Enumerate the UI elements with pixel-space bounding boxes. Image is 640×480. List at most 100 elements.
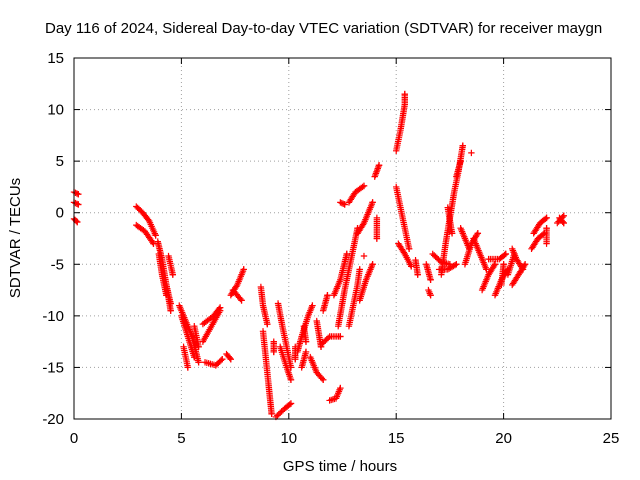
data-point	[433, 254, 441, 262]
data-point	[560, 219, 567, 227]
data-point	[319, 376, 327, 384]
data-point	[500, 261, 507, 268]
data-point	[286, 401, 293, 408]
y-tick-label: -10	[42, 308, 64, 325]
grid-lines	[74, 58, 611, 419]
data-point	[75, 190, 82, 198]
data-point	[427, 276, 434, 283]
x-tick-label: 25	[603, 430, 620, 447]
data-point	[559, 218, 566, 225]
data-point	[427, 292, 434, 299]
data-point	[560, 212, 567, 220]
x-tick-label: 10	[280, 430, 297, 447]
y-tick-label: 0	[56, 205, 64, 222]
data-point	[184, 364, 192, 371]
data-point	[360, 252, 368, 260]
data-point	[356, 266, 363, 273]
data-point	[453, 261, 460, 268]
y-tick-label: -5	[51, 256, 64, 273]
data-point	[432, 253, 439, 260]
data-point	[275, 410, 282, 418]
data-point	[337, 384, 344, 392]
data-point	[268, 410, 275, 418]
data-point	[72, 189, 79, 196]
data-point	[237, 295, 244, 303]
data-point	[518, 264, 526, 272]
data-point	[317, 341, 325, 348]
data-point	[240, 266, 247, 273]
chart-title: Day 116 of 2024, Sidereal Day-to-day VTE…	[45, 20, 602, 37]
data-points	[70, 90, 567, 421]
data-point	[473, 231, 481, 239]
data-point	[490, 262, 498, 269]
data-point	[459, 142, 466, 149]
data-point	[511, 250, 518, 258]
data-point	[343, 250, 350, 258]
data-point	[338, 199, 345, 207]
x-tick-label: 20	[495, 430, 512, 447]
data-point	[167, 307, 174, 314]
data-point	[277, 409, 284, 417]
data-point	[369, 199, 376, 206]
data-point	[483, 266, 490, 273]
data-point	[302, 348, 310, 356]
data-point	[430, 252, 438, 259]
x-tick-labels: 0 5 10 15 20 25	[70, 430, 620, 447]
data-point	[238, 297, 245, 304]
data-point	[72, 199, 79, 207]
data-point	[408, 263, 415, 270]
data-point	[340, 200, 347, 207]
data-point	[521, 261, 529, 268]
data-point	[414, 271, 421, 278]
data-point	[287, 400, 295, 407]
x-axis-title: GPS time / hours	[283, 458, 397, 475]
data-point	[491, 261, 499, 268]
data-point	[219, 355, 226, 363]
data-point	[319, 340, 326, 347]
data-point	[401, 90, 408, 98]
data-point	[501, 251, 508, 259]
data-point	[369, 261, 376, 268]
data-point	[292, 355, 299, 363]
data-point	[226, 354, 233, 362]
data-point	[320, 338, 328, 346]
data-point	[324, 334, 332, 342]
y-tick-label: 15	[47, 50, 64, 67]
data-point	[287, 376, 295, 384]
data-point	[302, 338, 310, 345]
data-point	[322, 337, 329, 344]
data-point	[457, 157, 464, 165]
data-point	[318, 375, 326, 382]
data-point	[169, 271, 177, 278]
data-point	[216, 307, 224, 314]
data-point	[152, 232, 159, 239]
data-point	[474, 230, 482, 237]
data-point	[75, 201, 82, 208]
x-tick-label: 15	[388, 430, 405, 447]
data-point	[191, 353, 198, 361]
data-point	[73, 190, 81, 197]
data-point	[74, 218, 81, 226]
data-point	[468, 149, 475, 157]
data-point	[502, 250, 509, 258]
y-tick-labels: -20 -15 -10 -5 0 5 10 15	[42, 50, 64, 428]
data-point	[373, 235, 381, 242]
data-point	[227, 355, 235, 363]
x-tick-label: 5	[177, 430, 185, 447]
data-point	[217, 357, 225, 364]
data-point	[195, 343, 202, 350]
y-tick-label: -20	[42, 411, 64, 428]
data-point	[543, 224, 550, 232]
data-point	[73, 200, 81, 207]
x-tick-label: 0	[70, 430, 78, 447]
data-point	[323, 336, 330, 343]
data-point	[341, 201, 348, 208]
data-point	[405, 245, 413, 253]
data-point	[337, 199, 344, 206]
data-point	[448, 230, 456, 237]
data-point	[542, 215, 549, 223]
data-point	[375, 162, 383, 169]
data-point	[278, 408, 285, 415]
data-point	[543, 214, 550, 222]
